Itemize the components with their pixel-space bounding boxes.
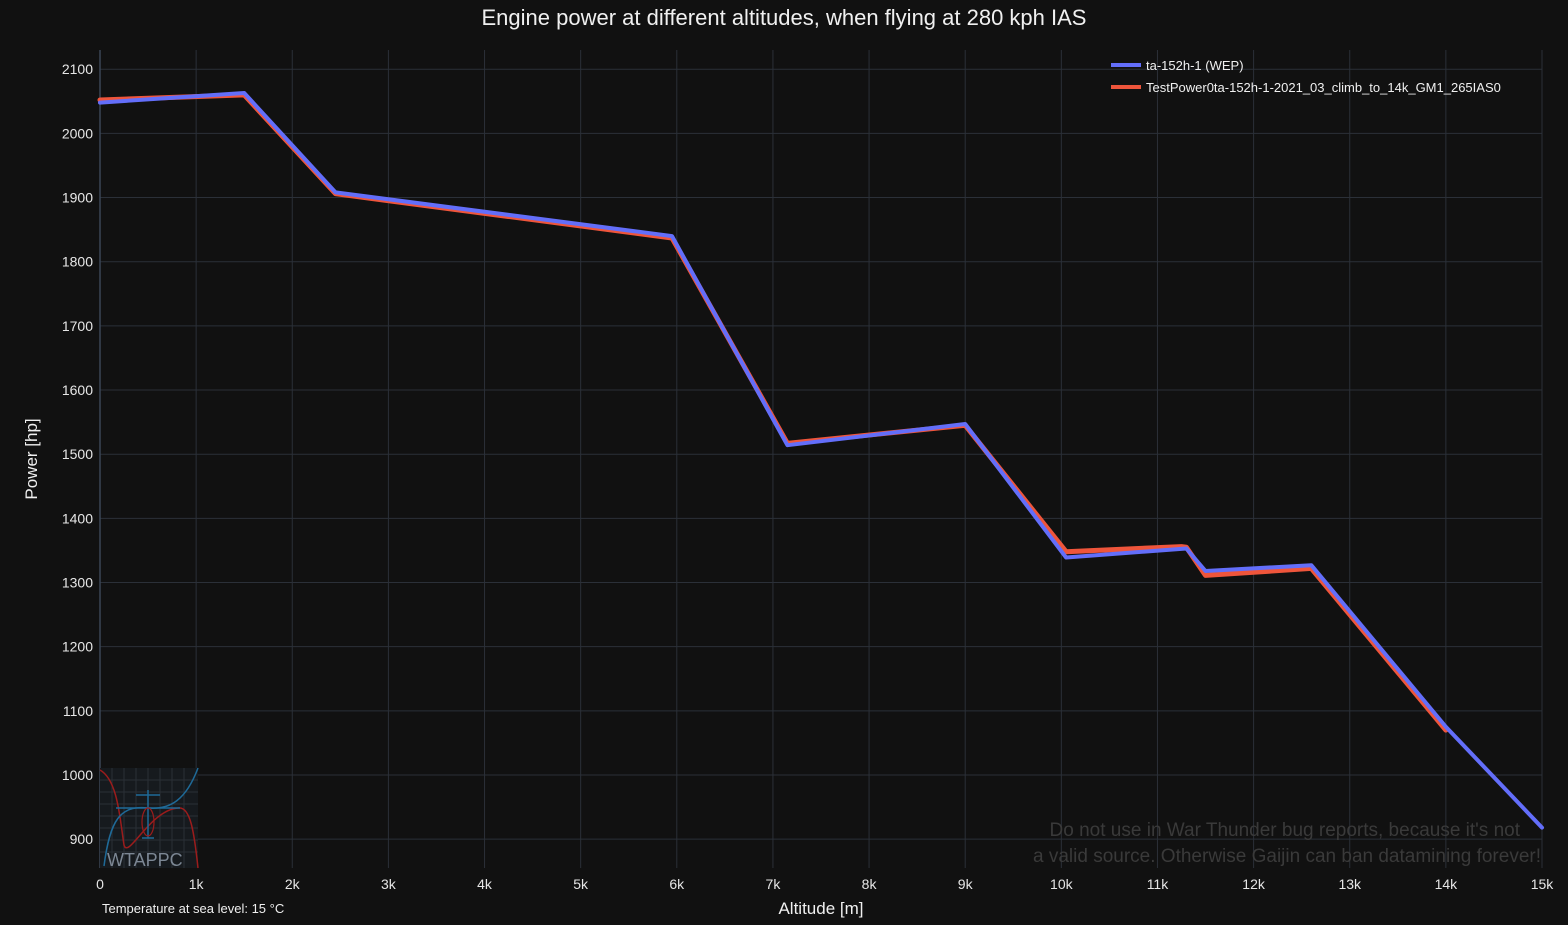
y-tick-label: 1600 [62, 382, 93, 398]
x-tick-label: 9k [958, 876, 974, 892]
watermark-line-2: a valid source. Otherwise Gaijin can ban… [1033, 846, 1541, 867]
legend-label-testpower[interactable]: TestPower0ta-152h-1-2021_03_climb_to_14k… [1146, 80, 1501, 95]
legend-label-ta-152h-1-wep[interactable]: ta-152h-1 (WEP) [1146, 58, 1244, 73]
x-tick-label: 12k [1242, 876, 1266, 892]
x-tick-label: 6k [669, 876, 685, 892]
x-tick-label: 13k [1338, 876, 1362, 892]
x-tick-labels: 0 1k 2k 3k 4k 5k 6k 7k 8k 9k 10k 11k 12k 13k 14k 15k [96, 876, 1554, 892]
x-tick-label: 11k [1147, 876, 1170, 892]
chart-title: Engine power at different altitudes, whe… [482, 5, 1087, 30]
logo-grid [100, 768, 198, 868]
y-axis-title: Power [hp] [22, 418, 41, 499]
wtappc-logo: WTAPPC [99, 767, 199, 870]
y-tick-labels: 900 1000 1100 1200 1300 1400 1500 1600 1700 1800 1… [62, 61, 93, 847]
x-tick-label: 10k [1050, 876, 1074, 892]
series-line-ta-152h-1-wep [98, 91, 1544, 830]
y-tick-label: 1400 [62, 510, 93, 526]
legend: ta-152h-1 (WEP) TestPower0ta-152h-1-2021… [1111, 58, 1501, 95]
x-tick-label: 5k [573, 876, 589, 892]
y-tick-label: 1900 [62, 190, 93, 206]
x-tick-label: 1k [189, 876, 205, 892]
y-tick-label: 1000 [62, 767, 93, 783]
y-tick-label: 1500 [62, 446, 93, 462]
logo-background [100, 768, 198, 868]
x-tick-label: 7k [766, 876, 782, 892]
x-tick-label: 0 [96, 876, 104, 892]
y-tick-label: 1800 [62, 254, 93, 270]
y-tick-label: 1200 [62, 639, 93, 655]
x-tick-label: 15k [1531, 876, 1555, 892]
y-tick-label: 2000 [62, 125, 93, 141]
y-tick-label: 1100 [63, 703, 93, 719]
y-tick-label: 1700 [62, 318, 93, 334]
logo-text: WTAPPC [107, 850, 183, 870]
y-tick-label: 1300 [62, 575, 93, 591]
logo-red-curve [99, 769, 199, 869]
x-axis-title: Altitude [m] [778, 899, 863, 918]
watermark-line-1: Do not use in War Thunder bug reports, b… [1050, 820, 1521, 841]
series-layer [97, 91, 1544, 830]
logo-fuselage [141, 807, 155, 837]
x-tick-label: 3k [381, 876, 397, 892]
y-tick-label: 2100 [62, 61, 93, 77]
x-tick-label: 14k [1435, 876, 1459, 892]
x-tick-label: 2k [285, 876, 301, 892]
y-tick-label: 900 [70, 831, 94, 847]
x-tick-label: 4k [477, 876, 493, 892]
temperature-note: Temperature at sea level: 15 °C [102, 901, 284, 916]
x-tick-label: 8k [862, 876, 878, 892]
